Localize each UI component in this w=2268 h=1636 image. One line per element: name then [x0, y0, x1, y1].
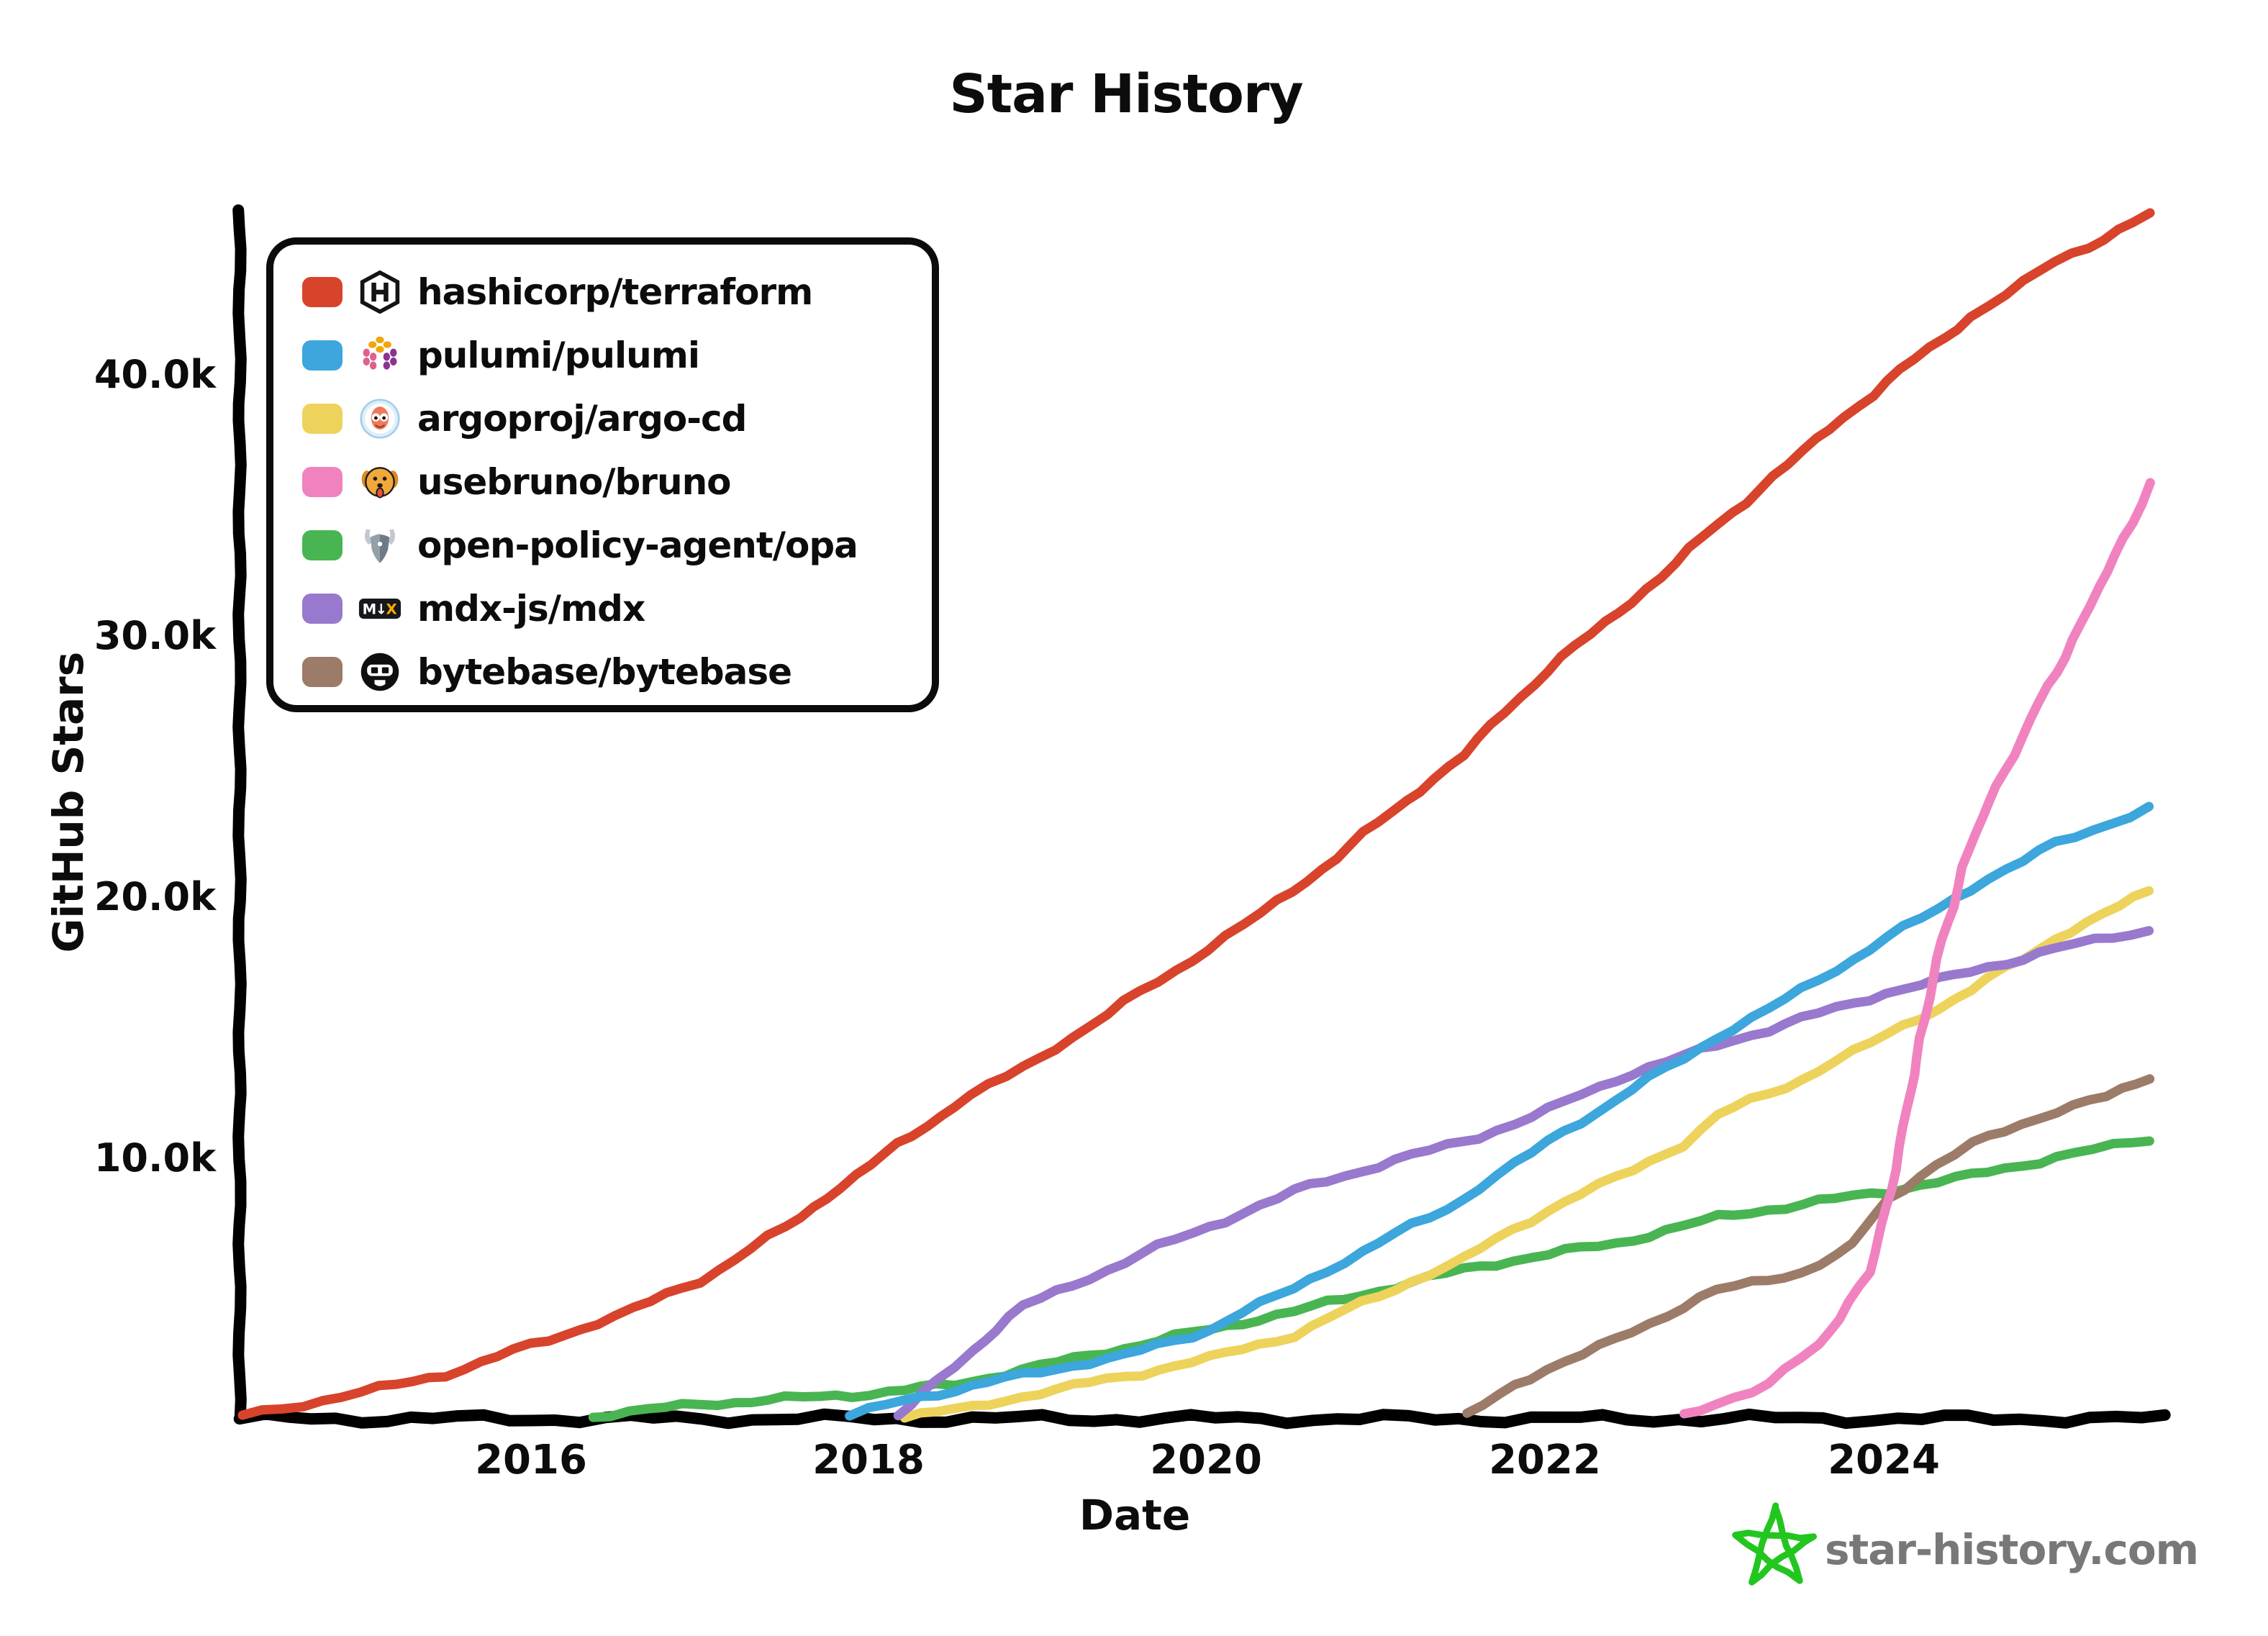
legend-label: usebruno/bruno — [417, 461, 732, 503]
legend-label: argoproj/argo-cd — [417, 398, 747, 440]
legend-item-pulumi: pulumi/pulumi — [302, 324, 932, 387]
svg-text:↓: ↓ — [375, 601, 386, 618]
argo-cd-color-swatch — [302, 404, 343, 434]
bruno-color-swatch — [302, 467, 343, 497]
series-line-argoproj-argo-cd — [899, 886, 2154, 1423]
legend-item-opa: open-policy-agent/opa — [302, 514, 932, 577]
svg-text:M: M — [363, 601, 377, 618]
mdx-color-swatch — [302, 594, 343, 624]
legend-item-argo-cd: argoproj/argo-cd — [302, 387, 932, 450]
pulumi-color-swatch — [302, 340, 343, 371]
legend-box: hashicorp/terraform pulumi/pulumi — [266, 237, 939, 712]
star-outline — [1732, 1502, 1817, 1586]
axes — [232, 204, 2171, 1430]
chart-title: Star History — [949, 63, 1303, 125]
legend-item-mdx: M ↓ X mdx-js/mdx — [302, 577, 932, 640]
series-line-pulumi-pulumi — [845, 801, 2154, 1421]
legend-label: mdx-js/mdx — [417, 588, 645, 630]
y-axis-line — [232, 204, 247, 1423]
series-lines — [237, 208, 2155, 1423]
legend-label: pulumi/pulumi — [417, 335, 700, 376]
y-tick-30k: 30.0k — [94, 613, 216, 658]
legend-label: bytebase/bytebase — [417, 651, 792, 693]
legend-item-bruno: usebruno/bruno — [302, 450, 932, 514]
series-line-usebruno-bruno — [1679, 478, 2155, 1419]
pulumi-icon — [363, 336, 397, 370]
svg-text:X: X — [386, 601, 396, 618]
legend-item-terraform: hashicorp/terraform — [302, 260, 932, 324]
x-tick-2024: 2024 — [1828, 1437, 1940, 1483]
series-line-open-policy-agent-opa — [588, 1136, 2154, 1422]
x-tick-2020: 2020 — [1150, 1437, 1262, 1483]
watermark-link[interactable]: star-history.com — [1825, 1525, 2199, 1574]
y-tick-20k: 20.0k — [94, 874, 216, 919]
y-tick-10k: 10.0k — [94, 1135, 216, 1181]
series-line-bytebase-bytebase — [1462, 1074, 2155, 1418]
x-axis-line — [233, 1408, 2171, 1430]
hashicorp-icon — [360, 271, 400, 314]
y-axis-title: GitHub Stars — [44, 651, 93, 953]
y-tick-40k: 40.0k — [94, 352, 216, 397]
bytebase-icon — [360, 653, 399, 691]
terraform-color-swatch — [302, 277, 343, 307]
star-logo-icon — [1732, 1502, 1817, 1586]
x-tick-2018: 2018 — [812, 1437, 925, 1483]
opa-icon — [365, 529, 395, 563]
bruno-icon — [361, 467, 399, 499]
series-line-hashicorp-terraform — [237, 208, 2155, 1420]
bytebase-color-swatch — [302, 657, 343, 687]
legend-label: open-policy-agent/opa — [417, 524, 858, 566]
x-tick-2016: 2016 — [475, 1437, 587, 1483]
legend-label: hashicorp/terraform — [417, 271, 813, 313]
x-tick-2022: 2022 — [1489, 1437, 1601, 1483]
opa-color-swatch — [302, 530, 343, 560]
x-axis-title: Date — [1079, 1491, 1191, 1540]
argo-icon — [360, 399, 400, 439]
legend-item-bytebase: bytebase/bytebase — [302, 640, 932, 704]
mdx-icon: M ↓ X — [358, 598, 402, 619]
